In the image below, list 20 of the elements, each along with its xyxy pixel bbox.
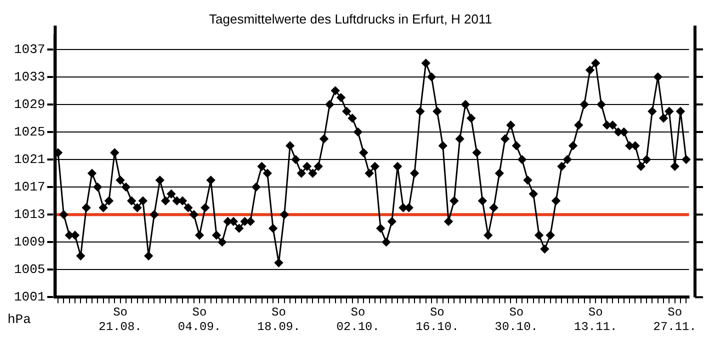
chart-title: Tagesmittelwerte des Luftdrucks in Erfurt, H 2011 xyxy=(209,11,492,26)
x-tick-label: So 04.09. xyxy=(178,306,222,334)
x-tick-label: So 16.10. xyxy=(416,306,459,334)
x-tick-label: So 02.10. xyxy=(336,306,380,334)
y-tick-label: 1001 xyxy=(14,290,46,305)
y-tick-label: 1017 xyxy=(14,179,46,194)
x-tick-label: So 27.11. xyxy=(653,306,696,334)
y-tick-label: 1013 xyxy=(14,207,46,222)
x-tick-label: So 18.09. xyxy=(257,306,300,334)
y-tick-label: 1033 xyxy=(14,69,46,84)
x-tick-label: So 30.10. xyxy=(494,306,538,334)
y-axis-title: hPa xyxy=(8,312,32,328)
y-tick-label: 1029 xyxy=(14,96,46,112)
y-tick-label: 1009 xyxy=(14,234,46,250)
x-tick-label: So 13.11. xyxy=(574,306,618,334)
y-tick-label: 1025 xyxy=(14,124,46,140)
y-tick-label: 1037 xyxy=(14,42,46,57)
y-tick-label: 1021 xyxy=(14,152,46,167)
y-tick-label: 1005 xyxy=(14,262,46,278)
x-tick-label: So 21.08. xyxy=(98,306,142,334)
